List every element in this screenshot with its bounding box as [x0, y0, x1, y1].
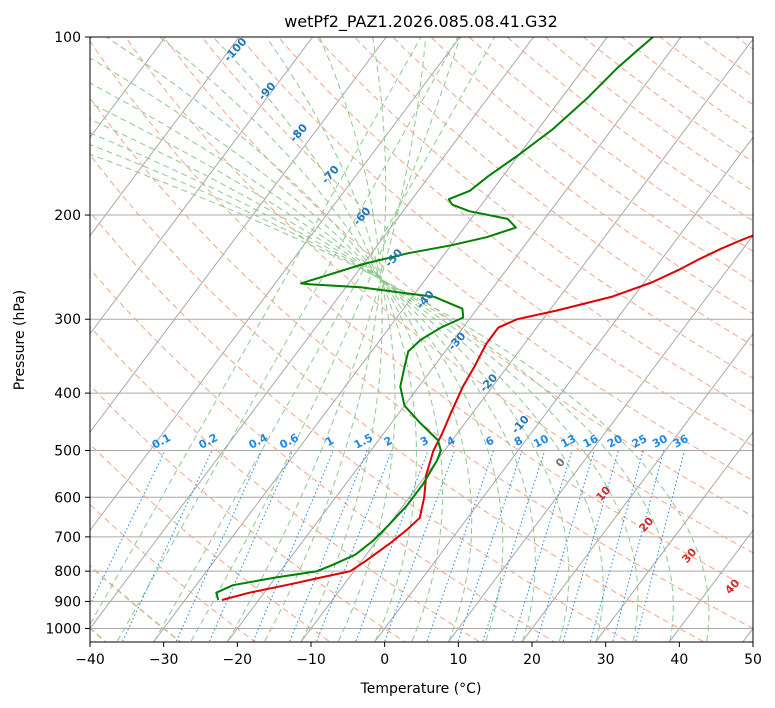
moist-adiabat-line	[90, 132, 639, 642]
dry-adiabat-line	[430, 37, 753, 283]
mixing-ratio-line	[209, 450, 294, 642]
x-tick-label: 0	[380, 652, 389, 668]
dry-adiabat-line	[90, 97, 753, 630]
mixing-ratio-line	[482, 450, 546, 642]
mixing-ratio-line	[457, 450, 523, 642]
isotherm-line	[373, 136, 753, 642]
mixing-ratio-line	[384, 450, 456, 642]
y-tick-label: 500	[54, 443, 81, 459]
mixing-ratio-line	[90, 450, 166, 606]
x-tick-label: 10	[449, 652, 467, 668]
moist-adiabat-line	[90, 37, 422, 626]
isotherm-line	[152, 37, 608, 642]
mixing-ratio-line	[612, 450, 665, 642]
y-axis-label: Pressure (hPa)	[12, 290, 28, 390]
x-tick-label: 50	[744, 652, 762, 668]
moist-adiabat-line	[265, 37, 396, 642]
mixing-ratio-label: 10	[531, 432, 551, 451]
isotherm-line	[226, 37, 682, 642]
moist-adiabat-line	[90, 143, 674, 642]
profiles	[215, 37, 753, 601]
dry-adiabat-line	[90, 503, 257, 642]
mixing-ratio-label: 16	[581, 432, 601, 451]
isotherm-line	[90, 37, 240, 237]
isotherm-line	[447, 234, 753, 642]
y-tick-label: 300	[54, 312, 81, 328]
temperature-profile-line	[221, 234, 753, 601]
y-tick-label: 900	[54, 594, 81, 610]
moist-adiabat-line	[190, 37, 461, 642]
isotherm-line	[90, 37, 387, 433]
dry-adiabat-line	[124, 37, 753, 554]
y-tick-label: 800	[54, 564, 81, 580]
x-tick-label: −20	[223, 652, 253, 668]
mixing-ratio-label: 30	[650, 432, 670, 451]
y-tick-label: 200	[54, 208, 81, 224]
mixing-ratio-line	[426, 450, 495, 642]
y-tick-label: 600	[54, 490, 81, 506]
moist-adiabat-line	[90, 82, 536, 642]
isotherm-line	[90, 37, 166, 139]
dry-adiabat-line	[90, 268, 556, 642]
dry-adiabat-line	[90, 39, 753, 591]
moist-adiabat-line	[301, 37, 383, 642]
mixing-ratio-line	[175, 450, 263, 642]
moist-adiabat-line	[90, 153, 710, 642]
x-axis-label: Temperature (°C)	[360, 681, 482, 697]
mixing-ratio-line	[122, 450, 213, 642]
mixing-ratio-label: 13	[559, 432, 579, 451]
y-tick-label: 400	[54, 386, 81, 402]
mixing-ratio-line	[635, 450, 685, 642]
x-tick-label: −40	[75, 652, 105, 668]
moist-adiabat-line	[90, 102, 570, 642]
mixing-ratio-line	[562, 450, 619, 642]
dry-adiabat-line	[90, 154, 705, 642]
x-tick-label: −30	[149, 652, 179, 668]
moist-adiabat-line	[153, 37, 496, 642]
y-tick-label: 700	[54, 530, 81, 546]
mixing-ratio-line	[512, 450, 573, 642]
mixing-ratio-label: 36	[671, 432, 691, 451]
x-tick-label: 20	[523, 652, 541, 668]
isotherm-line	[300, 38, 753, 642]
y-tick-label: 1000	[45, 622, 81, 638]
mixing-ratio-line	[536, 450, 595, 642]
plot-frame	[89, 36, 754, 643]
chart-title: wetPf2_PAZ1.2026.085.08.41.G32	[284, 12, 558, 32]
x-tick-label: −10	[296, 652, 326, 668]
isotherm-line	[90, 37, 535, 630]
moist-adiabat-line	[90, 118, 604, 642]
dry-adiabat-line	[201, 37, 753, 482]
moist-adiabat-line	[116, 37, 459, 642]
mixing-ratio-label: 25	[630, 432, 650, 451]
mixing-ratio-line	[589, 450, 644, 642]
dry-adiabat-line	[90, 384, 406, 642]
y-tick-label: 100	[54, 30, 81, 46]
x-tick-label: 40	[670, 652, 688, 668]
isotherm-line	[90, 37, 461, 532]
x-tick-label: 30	[597, 652, 615, 668]
background-lines	[90, 37, 753, 642]
mixing-ratio-line	[252, 450, 334, 642]
mixing-ratio-label: 20	[605, 432, 625, 451]
dewpoint-profile-line	[215, 37, 654, 601]
isotherm-line	[594, 431, 753, 642]
dry-adiabat-line	[163, 37, 753, 517]
isotherm-line	[668, 529, 753, 642]
dry-adiabat-line	[90, 211, 631, 642]
axis-ticks: −40 −30 −20 −10 0 10 20 30 40 50 100 200 300 400 500 60…	[45, 30, 762, 668]
